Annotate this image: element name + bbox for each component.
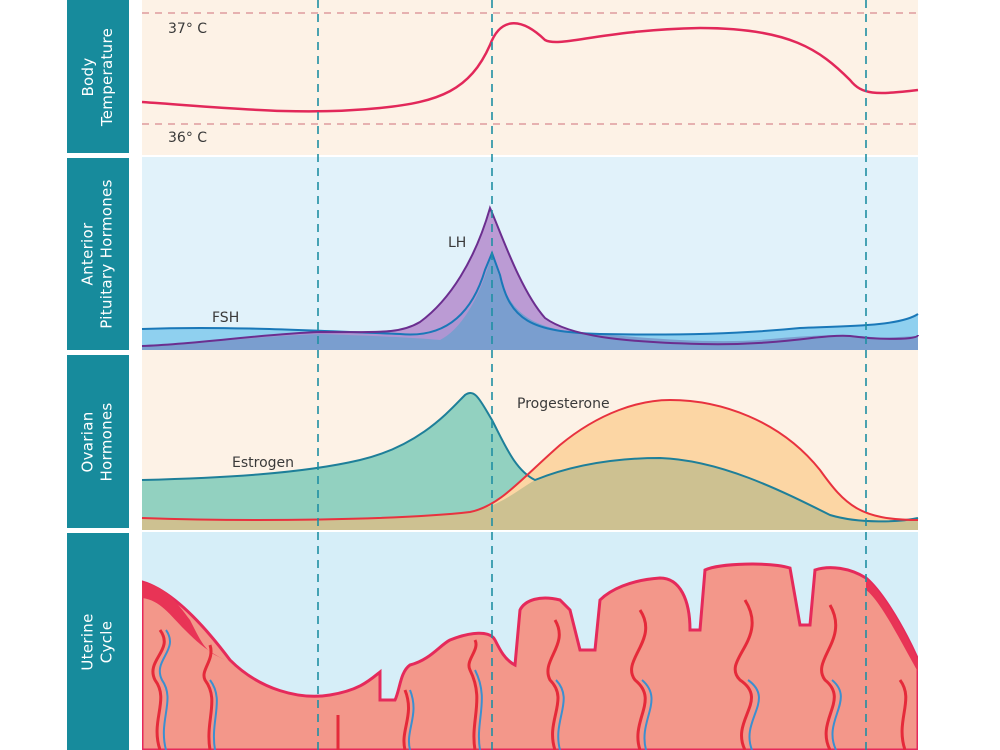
fsh-line [141,250,919,336]
row-label-ovarian: Ovarian Hormones [67,355,129,528]
endometrium [142,562,918,750]
fsh-lh-overlap [142,253,918,350]
label-lh: LH [448,235,466,251]
label-36c: 36° C [168,130,207,146]
progesterone-line [141,398,919,521]
shedding-layer-left [142,582,225,660]
row-label-pituitary: Anterior Pituitary Hormones [67,158,129,350]
ovarian-overlap [142,458,918,530]
row-label-uterine: Uterine Cycle [67,533,129,750]
estrogen-line [141,392,919,523]
temperature-panel [142,0,918,155]
label-estrogen: Estrogen [232,455,294,471]
label-progesterone: Progesterone [517,396,610,412]
endometrium-lining [142,562,918,750]
lh-line [141,205,919,347]
shedding-layer-right [866,578,918,672]
temperature-line [141,22,919,113]
label-fsh: FSH [212,310,239,326]
spiral-arteries [151,599,908,750]
row-label-body-temperature: Body Temperature [67,0,129,153]
label-37c: 37° C [168,21,207,37]
